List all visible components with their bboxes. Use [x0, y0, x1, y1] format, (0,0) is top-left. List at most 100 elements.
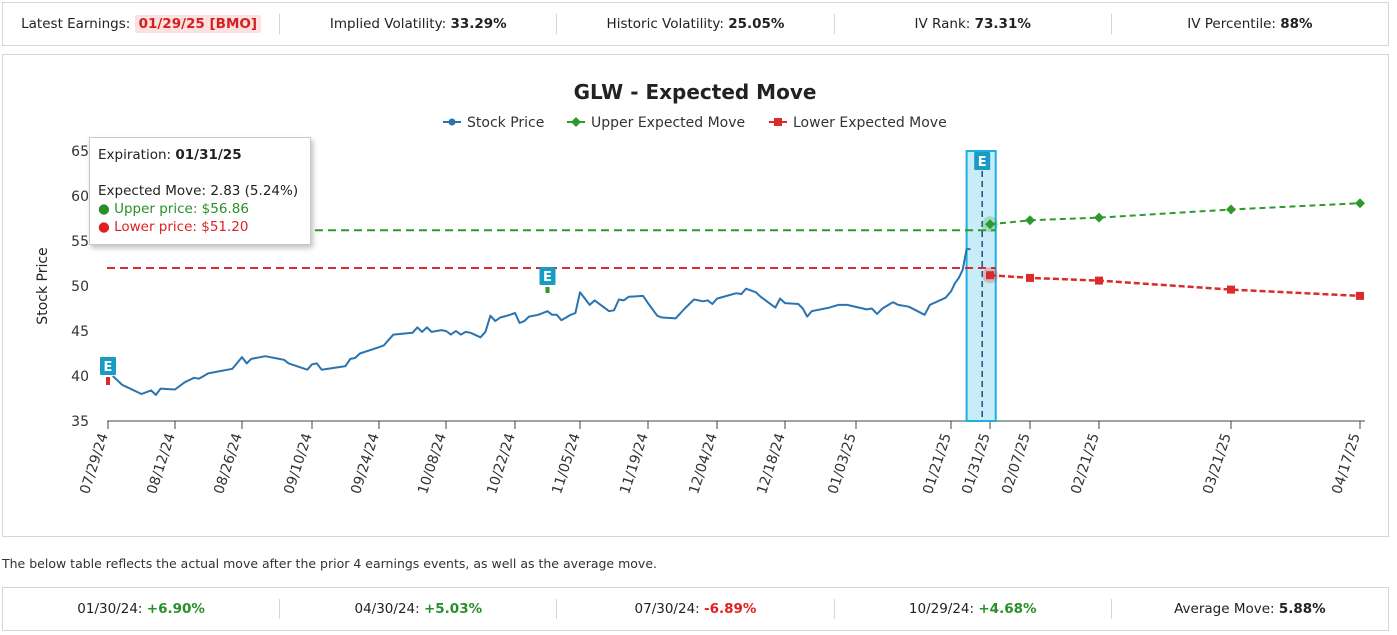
lower-move-point	[1095, 276, 1103, 285]
average-move-label: Average Move:	[1174, 601, 1275, 617]
y-tick-label: 35	[71, 414, 89, 430]
hv-label: Historic Volatility:	[606, 16, 724, 32]
earnings-table-note: The below table reflects the actual move…	[2, 556, 657, 571]
y-tick-label: 65	[71, 144, 89, 160]
move-date: 10/29/24:	[908, 601, 975, 617]
iv-percentile-stat: IV Percentile: 88%	[1112, 14, 1388, 34]
x-tick-label: 12/04/24	[686, 431, 721, 496]
lower-move-point	[1026, 273, 1034, 282]
earnings-badge-label: E	[104, 360, 113, 375]
move-date: 07/30/24:	[634, 601, 700, 617]
legend-marker	[448, 118, 456, 126]
average-move-value: 5.88%	[1278, 601, 1326, 617]
x-tick-label: 09/24/24	[348, 431, 383, 496]
move-value: +5.03%	[423, 601, 483, 617]
upper-expected-move-line	[989, 202, 1361, 226]
upper-move-point	[1355, 198, 1365, 209]
lower-move-point	[986, 271, 994, 280]
lower-move-point	[1356, 291, 1364, 300]
earnings-move-tick	[106, 377, 110, 385]
legend-marker	[571, 117, 581, 127]
average-move: Average Move: 5.88%	[1112, 599, 1388, 619]
x-tick-label: 03/21/25	[1200, 431, 1235, 496]
move-value: +6.90%	[146, 601, 205, 617]
earnings-marker: E	[100, 357, 116, 385]
earnings-badge-label: E	[978, 155, 987, 170]
latest-earnings-label: Latest Earnings:	[21, 16, 131, 32]
tooltip-expiration-label: Expiration:	[98, 147, 172, 163]
y-tick-label: 40	[71, 369, 89, 385]
hv-value: 25.05%	[728, 16, 785, 32]
x-tick-label: 04/17/25	[1329, 431, 1364, 496]
earnings-move-2: 04/30/24: +5.03%	[280, 599, 558, 619]
y-tick-label: 55	[71, 234, 89, 250]
x-tick-label: 01/31/25	[959, 431, 994, 496]
stock-price-line	[112, 248, 971, 396]
upper-move-point	[1226, 204, 1236, 215]
earnings-move-tick	[545, 287, 550, 293]
lower-expected-move-line	[989, 273, 1361, 298]
x-tick-label: 02/21/25	[1068, 431, 1103, 496]
iv-label: Implied Volatility:	[329, 16, 447, 32]
earnings-move-3: 07/30/24: -6.89%	[557, 599, 835, 619]
legend-label: Lower Expected Move	[793, 115, 947, 131]
tooltip-expected-move: Expected Move: 2.83 (5.24%)	[98, 183, 299, 199]
earnings-badge-label: E	[543, 270, 552, 285]
earnings-move-1: 01/30/24: +6.90%	[3, 599, 281, 619]
legend-item: Stock Price	[443, 115, 544, 131]
x-tick-label: 07/29/24	[77, 431, 112, 496]
y-tick-label: 45	[71, 324, 89, 340]
chart-title: GLW - Expected Move	[574, 80, 817, 104]
chart-tooltip: Expiration: 01/31/25 Expected Move: 2.83…	[89, 137, 311, 245]
upper-move-point	[1025, 215, 1035, 226]
latest-earnings-stat: Latest Earnings: 01/29/25 [BMO]	[3, 14, 281, 34]
legend-item: Lower Expected Move	[769, 115, 947, 131]
legend-marker	[774, 118, 782, 126]
earnings-moves-bar: 01/30/24: +6.90% 04/30/24: +5.03% 07/30/…	[2, 587, 1389, 631]
x-tick-label: 12/18/24	[754, 431, 789, 496]
x-tick-label: 01/21/25	[920, 431, 955, 496]
move-date: 01/30/24:	[77, 601, 143, 617]
x-tick-label: 02/07/25	[999, 431, 1034, 496]
earnings-badge	[100, 357, 116, 375]
latest-earnings-value: 01/29/25 [BMO]	[134, 15, 262, 33]
x-tick-label: 09/10/24	[281, 431, 316, 496]
upper-move-point	[1094, 212, 1104, 223]
chart-svg[interactable]: GLW - Expected Move Stock Price Upper Expe…	[3, 55, 1388, 536]
tooltip-lower-price: ● Lower price: $51.20	[98, 219, 249, 235]
upper-move-point	[985, 219, 995, 230]
lower-move-point	[1227, 285, 1235, 294]
stats-bar: Latest Earnings: 01/29/25 [BMO] Implied …	[2, 2, 1389, 46]
iv-value: 33.29%	[450, 16, 507, 32]
x-tick-label: 01/03/25	[825, 431, 860, 496]
legend-label: Stock Price	[467, 115, 544, 131]
legend-item: Upper Expected Move	[567, 115, 745, 131]
earnings-move-4: 10/29/24: +4.68%	[835, 599, 1112, 619]
y-axis-label: Stock Price	[35, 247, 51, 324]
tooltip-expiration-value: 01/31/25	[175, 147, 242, 163]
implied-volatility-stat: Implied Volatility: 33.29%	[280, 14, 558, 34]
x-tick-label: 11/05/24	[549, 431, 584, 496]
expected-move-chart[interactable]: GLW - Expected Move Stock Price Upper Expe…	[2, 54, 1389, 537]
move-value: -6.89%	[704, 601, 757, 617]
x-tick-label: 11/19/24	[617, 431, 652, 496]
earnings-badge	[974, 152, 991, 170]
ivrank-value: 73.31%	[974, 16, 1031, 32]
earnings-badge	[539, 267, 556, 285]
iv-rank-stat: IV Rank: 73.31%	[835, 14, 1112, 34]
x-tick-label: 10/08/24	[415, 431, 450, 496]
tooltip-upper-price: ● Upper price: $56.86	[98, 201, 249, 217]
earnings-marker: E	[974, 152, 991, 170]
x-tick-label: 10/22/24	[484, 431, 519, 496]
x-tick-label: 08/12/24	[144, 431, 179, 496]
x-tick-label: 08/26/24	[211, 431, 246, 496]
earnings-marker: E	[539, 267, 556, 293]
ivpct-value: 88%	[1280, 16, 1313, 32]
move-value: +4.68%	[978, 601, 1037, 617]
historic-volatility-stat: Historic Volatility: 25.05%	[557, 14, 835, 34]
legend-label: Upper Expected Move	[591, 115, 745, 131]
y-tick-label: 60	[71, 189, 89, 205]
ivrank-label: IV Rank:	[914, 16, 971, 32]
expected-move-highlight-band	[965, 150, 997, 422]
y-tick-label: 50	[71, 279, 89, 295]
